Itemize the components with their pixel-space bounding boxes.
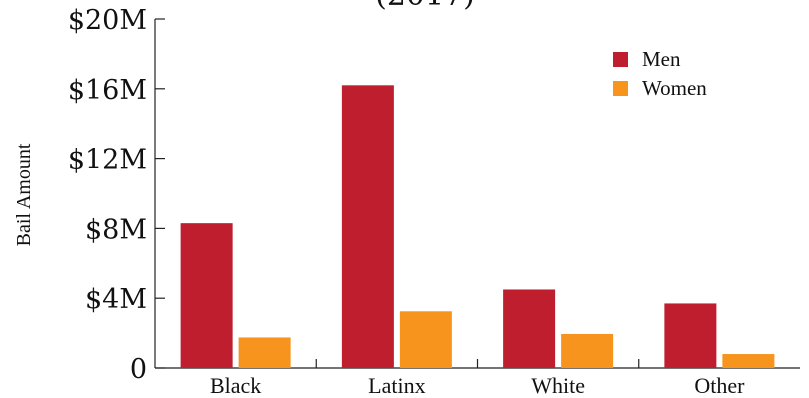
y-axis-ticks: 0 $4M $8M $12M $16M $20M <box>68 5 165 385</box>
y-tick-label: $4M <box>85 284 147 315</box>
x-tick-label: Latinx <box>368 373 425 398</box>
y-tick-label: $20M <box>68 5 147 36</box>
bar-men-other <box>664 303 717 368</box>
bar-women-black <box>238 337 291 368</box>
legend-swatch-men <box>613 52 628 67</box>
y-tick-label: 0 <box>130 354 147 385</box>
x-tick-label: Black <box>210 373 261 398</box>
y-axis-title: Bail Amount <box>13 143 35 246</box>
title-layer: (2017) <box>375 0 475 13</box>
y-tick-label: $12M <box>68 145 147 176</box>
x-tick-label: Other <box>694 373 745 398</box>
legend: Men Women <box>613 47 707 100</box>
legend-label-men: Men <box>642 47 681 71</box>
legend-swatch-women <box>613 81 628 96</box>
bar-men-black <box>180 223 233 368</box>
bar-women-latinx <box>399 311 452 368</box>
bar-women-other <box>722 354 775 368</box>
x-tick-label: White <box>531 373 585 398</box>
axes: 0 $4M $8M $12M $16M $20M Black Latinx White Othe… <box>68 5 800 398</box>
legend-label-women: Women <box>642 76 707 100</box>
bar-men-white <box>503 289 556 368</box>
bars <box>180 85 775 368</box>
bar-men-latinx <box>341 85 394 368</box>
y-tick-label: $8M <box>85 214 147 245</box>
chart-title: (2017) <box>375 0 475 13</box>
x-axis-ticks: Black Latinx White Other <box>210 359 745 398</box>
y-tick-label: $16M <box>68 75 147 106</box>
bar-women-white <box>561 333 614 368</box>
